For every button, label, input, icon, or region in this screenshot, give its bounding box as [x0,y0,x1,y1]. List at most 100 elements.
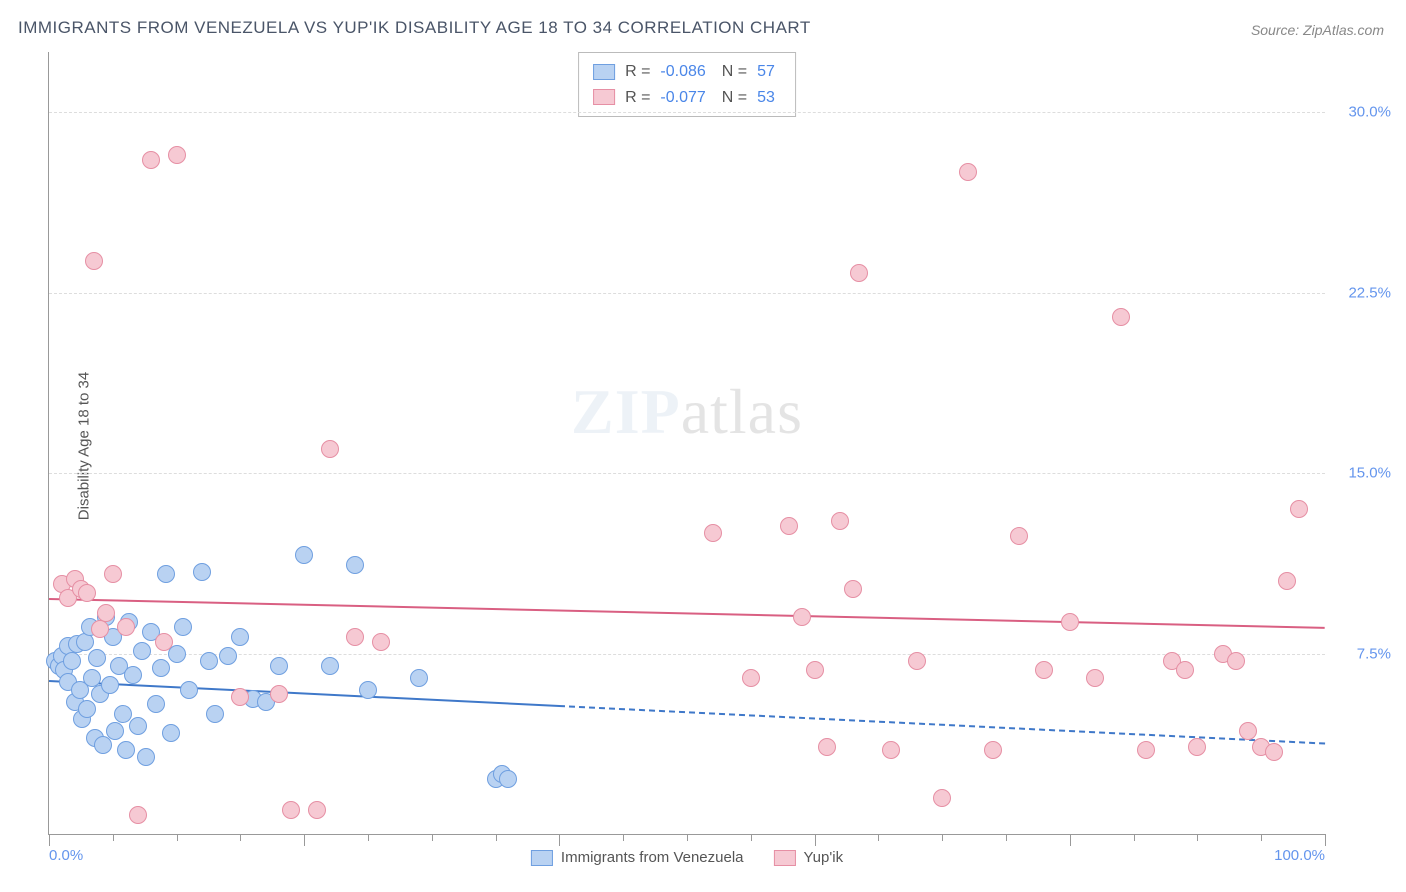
x-tick-label: 100.0% [1274,847,1325,864]
data-point [499,770,517,788]
x-tick [815,834,816,846]
data-point [984,741,1002,759]
trend-line [559,705,1325,745]
data-point [844,580,862,598]
x-tick [878,834,879,841]
x-tick [368,834,369,841]
x-tick [687,834,688,841]
data-point [85,252,103,270]
data-point [831,512,849,530]
data-point [346,556,364,574]
data-point [231,688,249,706]
x-tick [304,834,305,846]
data-point [1227,652,1245,670]
data-point [152,659,170,677]
stat-r-label: R = [625,59,650,85]
x-tick [1134,834,1135,841]
data-point [157,565,175,583]
data-point [933,789,951,807]
y-tick-label: 7.5% [1357,645,1391,662]
data-point [1239,722,1257,740]
data-point [742,669,760,687]
data-point [1278,572,1296,590]
gridline [49,654,1325,655]
data-point [818,738,836,756]
data-point [94,736,112,754]
x-tick-label: 0.0% [49,847,83,864]
data-point [704,524,722,542]
stat-n-label: N = [722,59,747,85]
data-point [97,604,115,622]
data-point [359,681,377,699]
data-point [321,657,339,675]
data-point [101,676,119,694]
data-point [1290,500,1308,518]
data-point [1137,741,1155,759]
stats-legend-box: R = -0.086 N = 57R = -0.077 N = 53 [578,52,796,117]
data-point [147,695,165,713]
legend-item: Immigrants from Venezuela [531,849,744,866]
stat-n-value: 57 [757,59,775,85]
trend-line [49,598,1325,629]
legend-swatch [774,850,796,866]
data-point [959,163,977,181]
data-point [1176,661,1194,679]
data-point [270,685,288,703]
data-point [372,633,390,651]
watermark: ZIPatlas [571,375,803,449]
x-tick [1325,834,1326,846]
data-point [193,563,211,581]
data-point [117,618,135,636]
x-tick [49,834,50,846]
data-point [282,801,300,819]
data-point [162,724,180,742]
stat-n-label: N = [722,85,747,111]
stat-r-value: -0.086 [660,59,705,85]
legend-swatch [531,850,553,866]
data-point [63,652,81,670]
stats-row: R = -0.086 N = 57 [593,59,781,85]
source-attribution: Source: ZipAtlas.com [1251,22,1384,38]
data-point [806,661,824,679]
data-point [321,440,339,458]
data-point [124,666,142,684]
x-tick [1070,834,1071,846]
data-point [1188,738,1206,756]
data-point [129,717,147,735]
data-point [142,151,160,169]
x-tick [177,834,178,841]
x-tick [240,834,241,841]
data-point [91,620,109,638]
stat-n-value: 53 [757,85,775,111]
data-point [231,628,249,646]
chart-title: IMMIGRANTS FROM VENEZUELA VS YUP'IK DISA… [18,18,811,38]
x-tick [751,834,752,841]
stats-row: R = -0.077N = 53 [593,85,781,111]
trend-line [49,680,559,707]
data-point [295,546,313,564]
x-tick [1261,834,1262,841]
legend-item: Yup'ik [774,849,844,866]
legend-swatch [593,89,615,105]
y-tick-label: 30.0% [1348,104,1391,121]
y-tick-label: 15.0% [1348,465,1391,482]
data-point [129,806,147,824]
data-point [780,517,798,535]
data-point [410,669,428,687]
data-point [114,705,132,723]
stat-r-value: -0.077 [660,85,705,111]
data-point [219,647,237,665]
series-legend: Immigrants from Venezuela Yup'ik [531,849,843,866]
data-point [882,741,900,759]
data-point [133,642,151,660]
data-point [106,722,124,740]
x-tick [942,834,943,841]
legend-label: Yup'ik [804,849,844,866]
data-point [83,669,101,687]
data-point [155,633,173,651]
data-point [308,801,326,819]
data-point [174,618,192,636]
data-point [1086,669,1104,687]
gridline [49,112,1325,113]
x-tick [113,834,114,841]
